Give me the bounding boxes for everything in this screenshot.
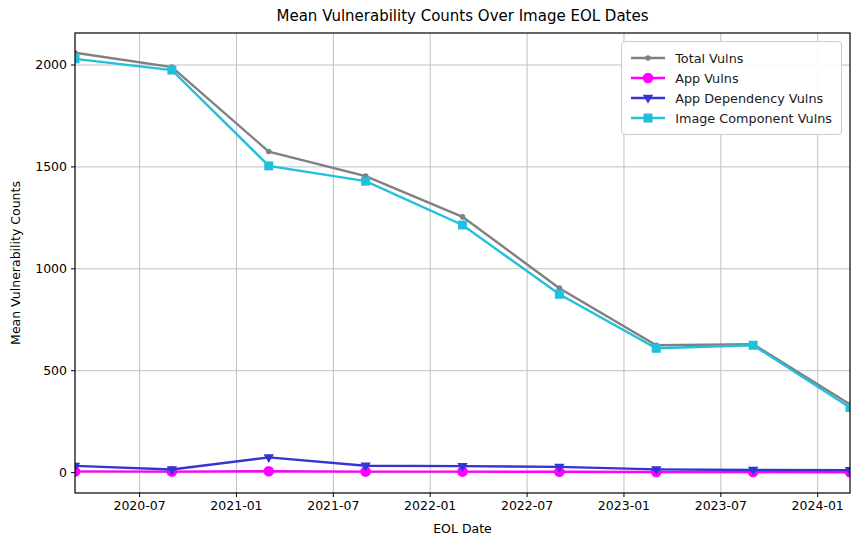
legend-item-total-vulns: Total Vulns [630, 48, 832, 68]
x-tick-label: 2023-01 [598, 498, 650, 513]
square-marker [749, 341, 758, 350]
y-axis-label: Mean Vulnerability Counts [8, 181, 23, 345]
x-tick-label: 2022-01 [404, 498, 456, 513]
x-tick-label: 2024-01 [792, 498, 844, 513]
square-marker [167, 66, 176, 75]
circle-small-marker [645, 55, 651, 61]
x-tick-label: 2022-07 [501, 498, 553, 513]
figure: Mean Vulnerability Counts Over Image EOL… [0, 0, 859, 547]
legend-label: Image Component Vulns [675, 111, 832, 126]
legend-sample [630, 70, 666, 86]
y-tick-label: 500 [43, 363, 67, 378]
x-tick-label: 2020-07 [113, 498, 165, 513]
square-marker [361, 177, 370, 186]
legend-label: App Vulns [675, 71, 738, 86]
x-axis-label: EOL Date [75, 521, 850, 536]
legend-sample [630, 90, 666, 106]
circle-marker [263, 466, 274, 477]
legend: Total Vulns App Vulns App Dependency Vulns… [621, 41, 842, 135]
square-marker [458, 220, 467, 229]
legend-item-app-vulns: App Vulns [630, 68, 832, 88]
circle-marker [643, 73, 654, 84]
y-tick-label: 1500 [35, 159, 67, 174]
x-tick-label: 2023-07 [695, 498, 747, 513]
y-tick-label: 2000 [35, 57, 67, 72]
circle-small-marker [266, 149, 272, 155]
y-tick-label: 1000 [35, 261, 67, 276]
square-marker [644, 114, 653, 123]
circle-small-marker [460, 214, 466, 220]
legend-label: App Dependency Vulns [675, 91, 823, 106]
x-tick-label: 2021-01 [210, 498, 262, 513]
x-tick-label: 2021-07 [307, 498, 359, 513]
legend-item-image-component-vulns: Image Component Vulns [630, 108, 832, 128]
square-marker [652, 344, 661, 353]
y-tick-label: 0 [59, 465, 67, 480]
square-marker [555, 290, 564, 299]
square-marker [264, 161, 273, 170]
legend-item-app-dependency-vulns: App Dependency Vulns [630, 88, 832, 108]
legend-label: Total Vulns [675, 51, 743, 66]
legend-sample [630, 110, 666, 126]
legend-sample [630, 50, 666, 66]
